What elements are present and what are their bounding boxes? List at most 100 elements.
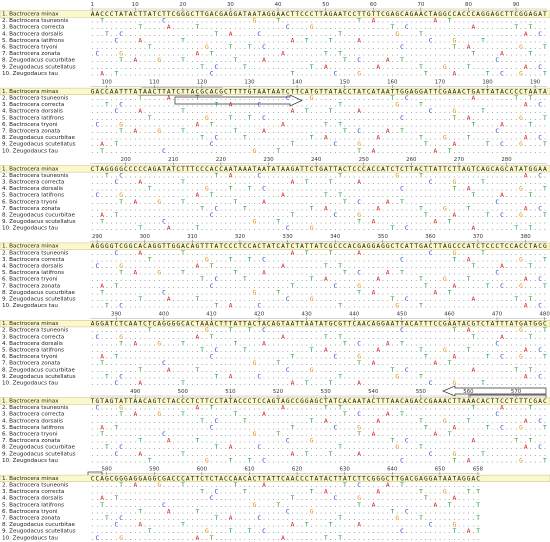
- sequence-segment: A........T: [281, 405, 328, 412]
- species-name: 2. Bactrocera tsuneonis: [2, 18, 68, 24]
- sequence-segment: ..........: [234, 70, 281, 77]
- sequence-segment: ..........: [472, 148, 519, 155]
- sequence-segment: ..........: [91, 115, 138, 122]
- sequence-segment: ..T.......: [472, 179, 519, 186]
- sequence-segment: ......: [519, 270, 547, 277]
- sequence-segment: ..........: [281, 411, 328, 418]
- sequence-segment: CTAGGGGCCC: [91, 166, 138, 173]
- sequence-segment: ..T.......: [186, 367, 233, 374]
- sequence-segment: ..A..T....: [91, 424, 138, 431]
- species-name: 7. Bactrocera zonata: [2, 129, 60, 135]
- sequence-segment: CTAATA: [519, 88, 547, 95]
- sequence-segment: ..T.......: [329, 405, 376, 412]
- sequence-segment: ..T...: [519, 95, 547, 102]
- sequence-segment: ..........: [376, 334, 423, 341]
- sequence-segment: ......: [519, 37, 547, 44]
- ruler-label: 410: [206, 312, 217, 318]
- sequence-segment: ......T..A: [281, 64, 328, 71]
- species-name: 7. Bactrocera zonata: [2, 361, 60, 367]
- sequence-segment: A........T: [281, 51, 328, 58]
- sequence-segment: CATCTCTTAC: [376, 166, 423, 173]
- ruler-label: 600: [197, 466, 208, 472]
- species-name: 3. Bactrocera correcta: [2, 180, 64, 186]
- sequence-segment: ...T..C...: [91, 102, 138, 109]
- ruler-label: 460: [444, 312, 455, 318]
- sequence-segment: .A..C.: [519, 347, 547, 354]
- sequence-segment: ..T.......: [234, 135, 281, 142]
- sequence-segment: A........T: [472, 24, 519, 31]
- species-name: 9. Zeugodacus scutellatus: [2, 374, 76, 380]
- sequence-segment: GATGGC: [519, 321, 547, 328]
- sequence-segment: ..T.......: [329, 263, 376, 270]
- sequence-segment: ..........: [472, 172, 519, 179]
- sequence-segment: ..A..T....: [186, 263, 233, 270]
- sequence-segment: .....C....: [472, 270, 519, 277]
- sequence-segment: ..T.......: [329, 334, 376, 341]
- sequence-segment: ..........: [424, 24, 471, 31]
- sequence-segment: CAGGAGCTTC: [472, 11, 519, 18]
- sequence-segment: ..........: [376, 283, 423, 290]
- sequence-segment: ..T.......: [138, 256, 185, 263]
- sequence-segment: TAACTTATCT: [138, 88, 185, 95]
- sequence-segment: T.....A...: [424, 283, 471, 290]
- sequence-segment: ...T..C...: [376, 95, 423, 102]
- sequence-segment: ..........: [234, 212, 281, 219]
- sequence-segment: TCGAGCAGAA: [376, 11, 423, 18]
- sequence-segment: .....C....: [472, 411, 519, 418]
- sequence-segment: .C....G...: [329, 354, 376, 361]
- sequence-segment: GTCTATTTAT: [472, 321, 519, 328]
- sequence-segment: ..A..T....: [424, 219, 471, 226]
- sequence-segment: ..........: [281, 270, 328, 277]
- sequence-segment: ..........: [424, 334, 471, 341]
- sequence-segment: ATCTATTATC: [281, 243, 328, 250]
- sequence-segment: ..........: [424, 367, 471, 374]
- sequence-segment: .C....G...: [329, 70, 376, 77]
- sequence-segment: CTCCACTATC: [234, 243, 281, 250]
- sequence-segment: ..........: [376, 360, 423, 367]
- sequence-segment: .....C....: [186, 424, 233, 431]
- sequence-segment: ..........: [138, 535, 185, 542]
- sequence-segment: ......T..A: [91, 340, 138, 347]
- species-name: 8. Zeugodacus cucurbitae: [2, 135, 75, 141]
- sequence-segment: ..........: [138, 141, 185, 148]
- sequence-segment: TAAATAATAT: [234, 166, 281, 173]
- sequence-segment: .....C....: [234, 303, 281, 310]
- sequence-segment: ......T..A: [281, 347, 328, 354]
- sequence-segment: G....T: [519, 457, 547, 464]
- sequence-segment: ....G....T: [138, 411, 185, 418]
- sequence-segment: ..........: [234, 334, 281, 341]
- sequence-segment: ......: [519, 148, 547, 155]
- sequence-segment: ..........: [138, 276, 185, 283]
- sequence-segment: TTCGAC: [519, 398, 547, 405]
- sequence-segment: ..A..T....: [424, 148, 471, 155]
- sequence-segment: ....G....T: [234, 148, 281, 155]
- species-name: 5. Bactrocera latifrons: [2, 193, 64, 199]
- sequence-segment: .A..C.: [519, 205, 547, 212]
- sequence-segment: T.....A...: [138, 95, 185, 102]
- sequence-segment: ..T...: [519, 192, 547, 199]
- sequence-segment: ..........: [424, 51, 471, 58]
- sequence-segment: ..A..T....: [91, 354, 138, 361]
- sequence-segment: ....G....T: [424, 418, 471, 425]
- sequence-segment: ..........: [472, 64, 519, 71]
- sequence-segment: ..........: [138, 283, 185, 290]
- sequence-segment: ......T..A: [424, 115, 471, 122]
- sequence-segment: ..........: [329, 418, 376, 425]
- sequence-segment: ..........: [234, 367, 281, 374]
- sequence-segment: ..........: [186, 108, 233, 115]
- sequence-segment: TACGCACGCT: [186, 88, 233, 95]
- sequence-segment: A........T: [138, 380, 185, 387]
- sequence-segment: ..........: [234, 95, 281, 102]
- sequence-segment: ...T..C...: [472, 424, 519, 431]
- sequence-segment: ...T..C...: [186, 347, 233, 354]
- sequence-segment: .....C....: [91, 179, 138, 186]
- sequence-segment: ..A..T....: [376, 199, 423, 206]
- sequence-segment: .C....G...: [281, 296, 328, 303]
- sequence-segment: ..T.......: [234, 347, 281, 354]
- sequence-segment: ......: [519, 219, 547, 226]
- species-name: 7. Bactrocera zonata: [2, 206, 60, 212]
- sequence-segment: ..T.......: [329, 172, 376, 179]
- sequence-segment: ..........: [138, 373, 185, 380]
- species-name: 6. Bactrocera tryoni: [2, 432, 58, 438]
- sequence-segment: ....G....T: [138, 340, 185, 347]
